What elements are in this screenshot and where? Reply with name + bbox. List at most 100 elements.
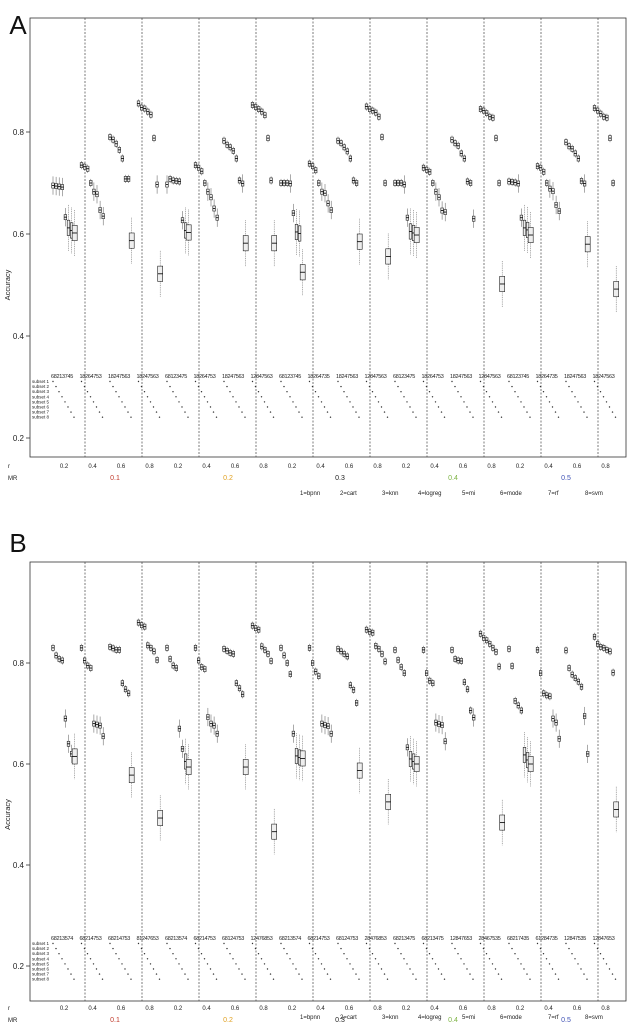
subset-dot <box>565 942 567 945</box>
subset-dot <box>494 406 497 408</box>
subset-label: subset 6 <box>32 967 50 972</box>
method-order-label: 68123745 <box>507 374 529 380</box>
subset-dot <box>386 978 389 980</box>
subset-dot <box>292 401 294 403</box>
subset-dot <box>314 953 317 955</box>
subset-dot <box>557 978 560 980</box>
subset-dot <box>70 411 72 413</box>
method-legend-item: 2=cart <box>340 1015 357 1021</box>
subset-dot <box>58 391 60 393</box>
subset-dot <box>127 411 129 413</box>
subset-dot <box>155 973 158 975</box>
subset-dot <box>241 411 243 413</box>
subset-dot <box>286 953 288 955</box>
subset-dot <box>158 416 161 418</box>
subset-dot <box>80 942 83 945</box>
method-order-label: 18247563 <box>222 374 244 380</box>
subset-dot <box>83 385 86 388</box>
subset-dot <box>428 391 431 393</box>
subset-dot <box>251 942 254 945</box>
mr-value-label: 0.1 <box>110 1017 120 1024</box>
subset-dot <box>326 411 329 413</box>
subset-dot <box>526 973 528 975</box>
subset-dot <box>593 380 596 383</box>
subset-dot <box>175 958 177 960</box>
subset-dot <box>451 380 453 383</box>
subset-dot <box>73 978 75 980</box>
subset-dot <box>463 963 465 965</box>
subset-dot <box>500 416 503 418</box>
method-order-label: 18264753 <box>80 374 102 380</box>
r-tick-label: 0.4 <box>430 464 439 470</box>
method-order-label: 12847653 <box>450 936 472 942</box>
subset-dot <box>472 978 474 980</box>
subset-dot <box>358 978 360 980</box>
subset-dot <box>61 958 63 960</box>
subset-dot <box>272 416 275 418</box>
subset-dot <box>406 401 408 403</box>
method-order-label: 68214753 <box>194 936 216 942</box>
y-tick-label: 0.4 <box>13 861 25 870</box>
subset-dot <box>491 401 494 403</box>
subset-dot <box>586 416 588 418</box>
subset-dot <box>571 953 573 955</box>
subset-dot <box>386 416 389 418</box>
subset-dot <box>181 968 183 970</box>
subset-dot <box>605 963 608 965</box>
r-tick-label: 0.4 <box>88 464 97 470</box>
r-tick-label: 0.2 <box>60 1006 69 1012</box>
subset-dot <box>143 391 146 393</box>
subset-dot <box>269 411 272 413</box>
subset-dot <box>346 396 348 398</box>
subset-dot <box>523 406 525 408</box>
subset-dot <box>320 401 323 403</box>
subset-dot <box>454 385 456 388</box>
subset-dot <box>523 968 525 970</box>
subset-dot <box>346 958 348 960</box>
y-axis-label: Accuracy <box>3 799 12 830</box>
subset-dot <box>403 396 405 398</box>
subset-dot <box>146 958 149 960</box>
r-tick-label: 0.2 <box>516 464 525 470</box>
subset-dot <box>232 958 234 960</box>
subset-dot <box>611 973 614 975</box>
subset-dot <box>551 968 554 970</box>
subset-dot <box>599 391 602 393</box>
subset-dot <box>200 953 203 955</box>
subset-dot <box>380 406 383 408</box>
r-tick-label: 0.4 <box>544 1006 553 1012</box>
method-order-label: 12847563 <box>479 374 501 380</box>
method-legend-item: 4=logreg <box>418 1015 442 1021</box>
r-tick-label: 0.2 <box>288 1006 297 1012</box>
subset-dot <box>437 968 440 970</box>
r-tick-label: 0.4 <box>430 1006 439 1012</box>
r-tick-label: 0.2 <box>402 1006 411 1012</box>
subset-dot <box>140 947 143 950</box>
subset-dot <box>70 973 72 975</box>
subset-dot <box>451 942 453 945</box>
method-order-label: 81247653 <box>137 936 159 942</box>
r-tick-label: 0.6 <box>345 1006 354 1012</box>
subset-dot <box>485 953 488 955</box>
subset-dot <box>263 963 266 965</box>
subset-dot <box>311 947 314 950</box>
subset-dot <box>614 978 617 980</box>
method-order-label: 18264753 <box>422 374 444 380</box>
subset-dot <box>280 942 282 945</box>
r-tick-label: 0.6 <box>459 1006 468 1012</box>
method-legend-item: 7=rf <box>548 1015 559 1021</box>
subset-dot <box>469 973 471 975</box>
panel-label: A <box>9 10 27 40</box>
subset-dot <box>571 391 573 393</box>
subset-dot <box>314 391 317 393</box>
mr-value-label: 0.4 <box>448 475 458 482</box>
subset-dot <box>308 380 311 383</box>
subset-label: subset 2 <box>32 946 50 951</box>
subset-dot <box>574 958 576 960</box>
subset-dot <box>608 968 611 970</box>
method-order-label: 68213475 <box>422 936 444 942</box>
mr-value-label: 0.5 <box>561 1017 571 1024</box>
method-order-label: 12476853 <box>251 936 273 942</box>
method-legend-item: 6=mode <box>500 491 523 497</box>
panel-label: B <box>9 528 26 558</box>
